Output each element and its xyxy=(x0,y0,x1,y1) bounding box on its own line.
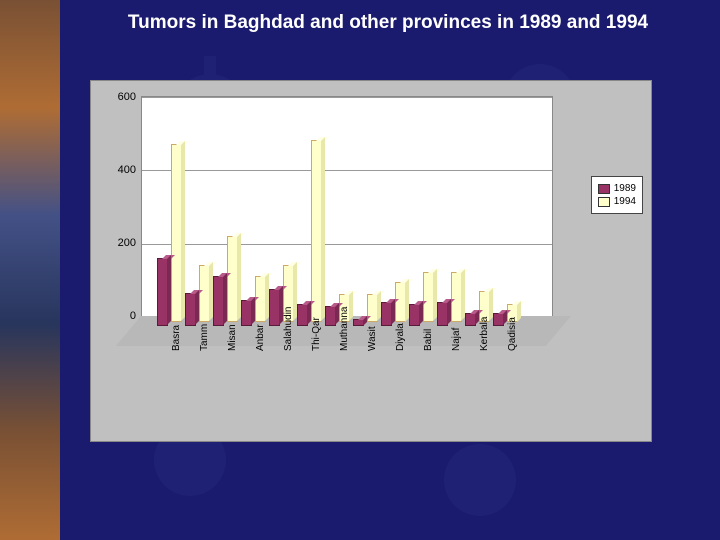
x-tick-label: Kerbala xyxy=(479,317,490,351)
x-tick-label: Anbar xyxy=(255,324,266,351)
legend-label: 1994 xyxy=(614,196,636,207)
legend-item: 1994 xyxy=(598,196,636,207)
x-tick-label: Qadisia xyxy=(507,317,518,351)
bar-1989 xyxy=(465,313,476,326)
x-tick-label: Najaf xyxy=(451,328,462,351)
x-tick-label: Salahudin xyxy=(283,307,294,351)
bar-1989 xyxy=(437,302,448,326)
x-tick-label: Diyala xyxy=(395,323,406,351)
bar-1989 xyxy=(325,306,336,326)
legend-swatch-1994 xyxy=(598,197,610,207)
bar-1994 xyxy=(199,265,210,322)
bar-1994 xyxy=(171,144,182,322)
y-tick-label: 0 xyxy=(96,310,136,322)
x-tick-label: Misan xyxy=(227,324,238,351)
y-tick-label: 400 xyxy=(96,164,136,176)
bar-1989 xyxy=(381,302,392,326)
chart-panel: 600 400 200 0 Basra Tamm Misan Anbar Salahud… xyxy=(90,80,652,442)
bar-1989 xyxy=(157,258,168,326)
bar-1989 xyxy=(213,276,224,326)
x-tick-label: Tamm xyxy=(199,324,210,351)
legend-item: 1989 xyxy=(598,183,636,194)
bar-1989 xyxy=(493,313,504,326)
bar-1994 xyxy=(423,272,434,322)
bar-1994 xyxy=(311,140,322,322)
bar-1989 xyxy=(297,304,308,326)
bar-1989 xyxy=(185,293,196,326)
x-tick-label: Babil xyxy=(423,329,434,351)
x-tick-label: Basra xyxy=(171,325,182,351)
legend-label: 1989 xyxy=(614,183,636,194)
decorative-side-strip xyxy=(0,0,60,540)
bar-1994 xyxy=(395,282,406,323)
slide-title: Tumors in Baghdad and other provinces in… xyxy=(66,12,710,34)
y-tick-label: 200 xyxy=(96,237,136,249)
bar-1989 xyxy=(409,304,420,326)
x-tick-label: Wasit xyxy=(367,326,378,351)
bar-1994 xyxy=(451,272,462,322)
legend-swatch-1989 xyxy=(598,184,610,194)
bar-1989 xyxy=(353,319,364,327)
x-tick-label: Thi-Qar xyxy=(311,317,322,351)
bar-1989 xyxy=(241,300,252,326)
y-tick-label: 600 xyxy=(96,91,136,103)
chart-legend: 1989 1994 xyxy=(591,176,643,214)
bar-1989 xyxy=(269,289,280,326)
bar-1994 xyxy=(227,236,238,322)
x-tick-label: Muthanna xyxy=(339,307,350,351)
